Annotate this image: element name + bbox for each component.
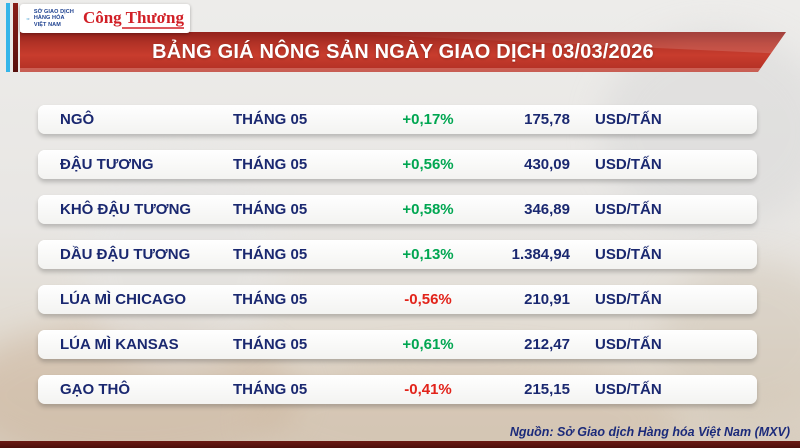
contract-month: THÁNG 05 xyxy=(233,381,308,398)
contract-month: THÁNG 05 xyxy=(233,111,308,128)
page-title: BẢNG GIÁ NÔNG SẢN NGÀY GIAO DỊCH 03/03/2… xyxy=(152,40,654,63)
contract-month: THÁNG 05 xyxy=(233,291,308,308)
source-caption: Nguồn: Sở Giao dịch Hàng hóa Việt Nam (M… xyxy=(509,425,790,439)
price-value: 212,47 xyxy=(524,336,570,353)
price-value: 430,09 xyxy=(524,156,570,173)
percent-change: +0,13% xyxy=(402,246,454,263)
commodity-name: KHÔ ĐẬU TƯƠNG xyxy=(60,201,192,218)
price-unit: USD/TẤN xyxy=(595,156,662,173)
table-row: GẠO THÔ THÁNG 05 -0,41% 215,15 USD/TẤN xyxy=(38,375,757,404)
table-row: KHÔ ĐẬU TƯƠNG THÁNG 05 +0,58% 346,89 USD… xyxy=(38,195,757,224)
price-value: 1.384,94 xyxy=(511,246,570,263)
masthead-logo-plate: SỞ GIAO DỊCH HÀNG HÓA VIỆT NAM Công Thươ… xyxy=(20,4,190,33)
percent-change: -0,41% xyxy=(404,381,452,398)
commodity-name: NGÔ xyxy=(60,111,95,128)
commodity-name: GẠO THÔ xyxy=(60,381,130,398)
commodity-name: LÚA MÌ KANSAS xyxy=(60,336,179,353)
commodity-name: LÚA MÌ CHICAGO xyxy=(60,291,187,308)
price-unit: USD/TẤN xyxy=(595,381,662,398)
accent-stripe-cyan xyxy=(6,3,10,72)
contract-month: THÁNG 05 xyxy=(233,201,308,218)
accent-stripe-maroon xyxy=(13,3,18,72)
percent-change: +0,58% xyxy=(402,201,454,218)
price-table: NGÔ THÁNG 05 +0,17% 175,78 USD/TẤN ĐẬU T… xyxy=(38,105,757,420)
commodity-name: ĐẬU TƯƠNG xyxy=(60,156,154,173)
cong-thuong-logo: Công Thương xyxy=(83,9,184,29)
percent-change: -0,56% xyxy=(404,291,452,308)
commodity-name: DẦU ĐẬU TƯƠNG xyxy=(60,246,191,263)
mxv-logo-icon xyxy=(26,17,30,20)
percent-change: +0,56% xyxy=(402,156,454,173)
price-unit: USD/TẤN xyxy=(595,291,662,308)
bottom-accent-bar xyxy=(0,441,800,448)
table-row: ĐẬU TƯƠNG THÁNG 05 +0,56% 430,09 USD/TẤN xyxy=(38,150,757,179)
contract-month: THÁNG 05 xyxy=(233,336,308,353)
contract-month: THÁNG 05 xyxy=(233,246,308,263)
price-unit: USD/TẤN xyxy=(595,246,662,263)
percent-change: +0,61% xyxy=(402,336,454,353)
table-row: LÚA MÌ KANSAS THÁNG 05 +0,61% 212,47 USD… xyxy=(38,330,757,359)
title-banner: BẢNG GIÁ NÔNG SẢN NGÀY GIAO DỊCH 03/03/2… xyxy=(20,32,786,72)
cong-thuong-wordmark: Công Thương xyxy=(82,7,184,27)
price-value: 175,78 xyxy=(524,111,570,128)
contract-month: THÁNG 05 xyxy=(233,156,308,173)
price-unit: USD/TẤN xyxy=(595,336,662,353)
table-row: DẦU ĐẬU TƯƠNG THÁNG 05 +0,13% 1.384,94 U… xyxy=(38,240,757,269)
mxv-logo-text: SỞ GIAO DỊCH HÀNG HÓA VIỆT NAM xyxy=(33,9,74,28)
price-value: 210,91 xyxy=(524,291,570,308)
price-value: 215,15 xyxy=(524,381,570,398)
percent-change: +0,17% xyxy=(402,111,454,128)
cong-thuong-underline xyxy=(122,26,184,29)
price-unit: USD/TẤN xyxy=(595,111,662,128)
table-row: NGÔ THÁNG 05 +0,17% 175,78 USD/TẤN xyxy=(38,105,757,134)
table-row: LÚA MÌ CHICAGO THÁNG 05 -0,56% 210,91 US… xyxy=(38,285,757,314)
price-value: 346,89 xyxy=(524,201,570,218)
price-unit: USD/TẤN xyxy=(595,201,662,218)
